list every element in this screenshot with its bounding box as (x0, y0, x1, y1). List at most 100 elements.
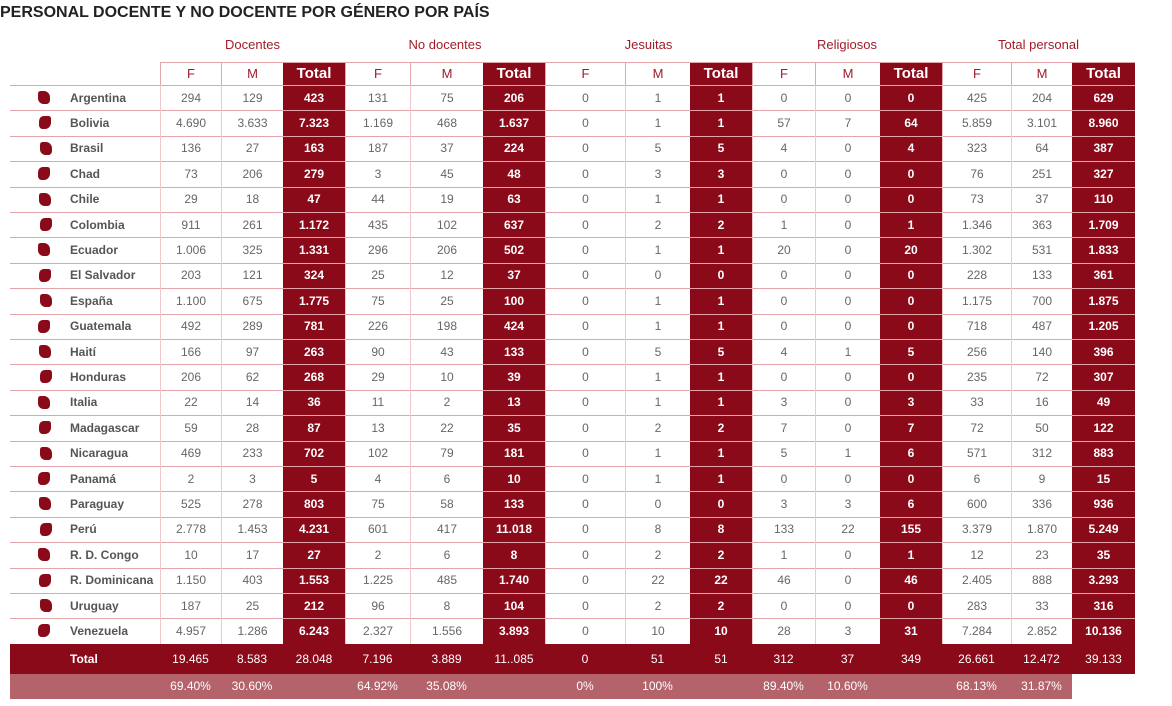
row-line (10, 110, 1135, 112)
cell: 1 (625, 85, 690, 111)
cell: 0 (545, 542, 625, 568)
cell: 4 (345, 466, 410, 492)
cell: 122 (1093, 420, 1114, 435)
cell: 233 (221, 440, 283, 466)
row-line (10, 440, 1135, 442)
cell: 110 (1093, 192, 1114, 207)
cell: 0 (545, 516, 625, 543)
cell: 90 (345, 339, 410, 365)
cell: 27 (307, 547, 321, 562)
cell: 0 (545, 466, 625, 492)
country-name: Honduras (70, 370, 127, 385)
cell: 187 (160, 593, 221, 619)
country-name: Uruguay (70, 598, 119, 613)
country-name: Bolivia (70, 116, 110, 131)
cell: 1 (625, 440, 690, 466)
cell: 7.323 (298, 116, 330, 131)
cell: 1 (717, 293, 725, 308)
cell: 2.778 (160, 516, 221, 543)
country-name: Haití (70, 344, 97, 359)
country-name: Argentina (70, 90, 127, 105)
cell: 1 (717, 243, 725, 258)
column-header: Total (296, 65, 332, 82)
cell: 75 (345, 288, 410, 314)
cell: 13 (507, 395, 521, 410)
cell: 0 (815, 212, 880, 238)
cell: 10 (507, 471, 521, 486)
cell: 204 (1011, 85, 1072, 111)
total-cell: 51 (714, 651, 728, 666)
cell: 4.231 (298, 522, 330, 537)
cell: 883 (1093, 446, 1114, 461)
cell: 0 (752, 593, 815, 619)
cell: 0 (545, 212, 625, 238)
percent-cell: 10.60% (827, 679, 868, 694)
total-cell: 39.133 (1085, 651, 1122, 666)
cell: 316 (1093, 598, 1114, 613)
percent-cell: 69.40% (170, 679, 211, 694)
cell: 0 (815, 364, 880, 390)
cell: 1 (717, 370, 725, 385)
cell: 0 (545, 440, 625, 466)
cell: 251 (1011, 161, 1072, 187)
cell: 2 (717, 547, 725, 562)
cell: 0 (625, 491, 690, 517)
country-icon (39, 573, 51, 587)
cell: 485 (410, 567, 483, 593)
cell: 12 (410, 262, 483, 289)
country-icon (38, 472, 50, 485)
cell: 11 (345, 389, 410, 416)
column-header: F (752, 62, 815, 85)
cell: 502 (503, 243, 525, 258)
cell: 1 (815, 440, 880, 466)
cell: 23 (1011, 542, 1072, 568)
column-header: F (345, 62, 410, 85)
country-icon (39, 421, 51, 435)
row-line (10, 212, 1135, 213)
cell: 0 (545, 237, 625, 263)
cell: 133 (503, 497, 525, 512)
cell: 0 (815, 389, 880, 416)
cell: 1.740 (498, 573, 530, 588)
country-name: Brasil (70, 141, 104, 156)
cell: 29 (160, 186, 221, 212)
column-header: M (1011, 62, 1072, 85)
cell: 5 (752, 440, 815, 466)
cell: 3 (815, 491, 880, 517)
row-line (10, 237, 1135, 239)
country-icon (40, 218, 52, 231)
row-line (10, 516, 1135, 518)
cell: 0 (815, 542, 880, 568)
cell: 363 (1011, 212, 1072, 238)
cell: 96 (345, 593, 410, 619)
cell: 102 (410, 212, 483, 238)
cell: 0 (752, 466, 815, 492)
cell: 0 (815, 161, 880, 187)
cell: 279 (303, 166, 325, 181)
cell: 278 (221, 491, 283, 517)
cell: 531 (1011, 237, 1072, 263)
percent-cell: 31.87% (1021, 679, 1062, 694)
row-line (10, 542, 1135, 544)
cell: 76 (942, 161, 1011, 187)
cell: 600 (942, 491, 1011, 517)
cell: 268 (303, 370, 325, 385)
cell: 133 (752, 516, 815, 543)
cell: 3 (815, 618, 880, 644)
country-icon (38, 91, 50, 104)
cell: 0 (545, 186, 625, 212)
cell: 203 (160, 262, 221, 289)
cell: 49 (1096, 395, 1111, 410)
cell: 2.405 (942, 567, 1011, 593)
cell: 133 (503, 344, 525, 359)
column-header: Total (703, 65, 739, 82)
cell: 5 (717, 344, 725, 359)
country-name: Chad (70, 166, 100, 181)
country-icon (40, 294, 52, 308)
total-row-bg (10, 643, 1135, 674)
row-line (10, 135, 1135, 137)
total-cell: 19.465 (172, 651, 209, 666)
country-name: Paraguay (70, 497, 125, 512)
cell: 6 (410, 466, 483, 492)
cell: 0 (752, 186, 815, 212)
